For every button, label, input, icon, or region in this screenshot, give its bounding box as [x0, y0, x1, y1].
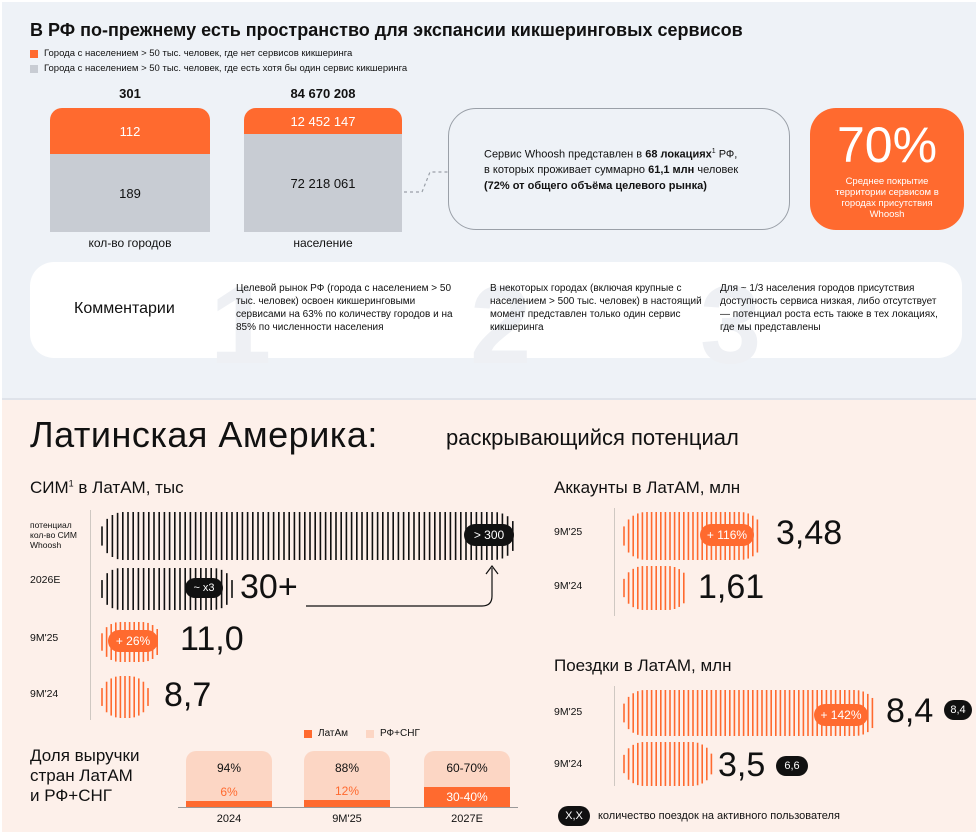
- legend-swatch-orange: [304, 729, 312, 738]
- legend-label: РФ+СНГ: [380, 728, 420, 739]
- bar-population: 12 452 147 72 218 061: [244, 108, 402, 232]
- legend-label: Города с населением > 50 тыс. человек, г…: [44, 48, 353, 59]
- trips-9m25-bar: [623, 690, 874, 736]
- bar-label-population: население: [293, 236, 353, 250]
- comment-3: Для ~ 1/3 населения городов присутствия …: [720, 283, 938, 333]
- russia-section: В РФ по-прежнему есть пространство для э…: [2, 2, 976, 400]
- accounts-growth-badge: + 116%: [700, 524, 754, 546]
- bar-segment-no-service: 12 452 147: [244, 108, 402, 134]
- sim-2026-value: 30+: [240, 568, 298, 606]
- trips-growth-badge: + 142%: [814, 704, 868, 726]
- sim-potential-badge: > 300: [464, 524, 514, 546]
- bar-label-cities: кол-во городов: [88, 236, 172, 250]
- share-column: 60-70% 30-40%: [424, 751, 510, 807]
- trips-note: количество поездок на активного пользова…: [598, 810, 840, 822]
- whoosh-presence-text: Сервис Whoosh представлен в 68 локациях1…: [484, 147, 739, 193]
- share-rf-value: 60-70%: [446, 761, 488, 775]
- comments-title: Комментарии: [74, 300, 175, 317]
- coverage-box: 70% Среднее покрытие территории сервисом…: [810, 108, 964, 230]
- sim-growth-badge: + 26%: [108, 630, 158, 652]
- latam-subtitle: раскрывающийся потенциал: [446, 425, 739, 450]
- comment-2: В некоторых городах (включая крупные с н…: [490, 283, 702, 333]
- bar-total-cities: 301: [119, 86, 141, 101]
- striped-bars: [101, 512, 874, 786]
- share-latam-segment: [424, 787, 510, 807]
- sim-growth-arrow: [306, 565, 499, 607]
- share-latam-value: 30-40%: [446, 790, 488, 805]
- share-latam-segment: [186, 801, 272, 807]
- share-column: 88% 12%: [304, 751, 390, 807]
- comment-1: Целевой рынок РФ (города с населением > …: [236, 283, 453, 333]
- trips-row-label: 9М'24: [554, 758, 583, 770]
- share-baseline: [178, 807, 518, 808]
- sim-row-label: потенциал кол-во СИМ Whoosh: [30, 520, 77, 550]
- accounts-axis: [614, 508, 615, 616]
- share-latam-value: 12%: [334, 784, 360, 799]
- whoosh-presence-box: Сервис Whoosh представлен в 68 локациях1…: [448, 108, 790, 230]
- legend-has-service: Города с населением > 50 тыс. человек, г…: [30, 63, 407, 74]
- coverage-text: Среднее покрытие территории сервисом в г…: [835, 176, 939, 220]
- legend-label: ЛатАм: [318, 728, 349, 739]
- share-column-label: 2027E: [451, 813, 483, 825]
- share-column-label: 9М'25: [332, 813, 362, 825]
- comment-digit-3: 3: [700, 264, 762, 387]
- sim-9m24-bar: [101, 676, 149, 718]
- share-latam-value: 6%: [220, 785, 238, 799]
- share-latam-segment: [304, 800, 390, 807]
- legend-swatch-peach: [366, 729, 374, 738]
- sim-9m25-value: 11,0: [180, 620, 244, 658]
- share-heading: Доля выручки стран ЛатАМ и РФ+СНГ: [30, 746, 140, 805]
- sim-9m24-value: 8,7: [164, 676, 212, 714]
- dashed-connector: [404, 171, 450, 193]
- accounts-9m25-value: 3,48: [776, 514, 843, 552]
- coverage-value: 70%: [836, 117, 938, 173]
- trips-note-badge: X,X: [558, 806, 590, 826]
- sim-heading: СИМ1 в ЛатАМ, тыс: [30, 478, 184, 497]
- accounts-9m24-value: 1,61: [698, 568, 765, 606]
- bar-segment-has-service: 72 218 061: [244, 134, 402, 232]
- share-legend-rf: РФ+СНГ: [366, 728, 420, 739]
- legend-no-service: Города с населением > 50 тыс. человек, г…: [30, 48, 352, 59]
- trips-9m24-value: 3,5: [718, 746, 766, 784]
- russia-title: В РФ по-прежнему есть пространство для э…: [30, 20, 743, 40]
- accounts-row-label: 9М'25: [554, 526, 583, 538]
- latam-title: Латинская Америка:: [30, 414, 378, 455]
- latam-section: Латинская Америка: раскрывающийся потенц…: [2, 400, 976, 832]
- legend-swatch-grey: [30, 64, 38, 73]
- sim-potential-bar: [101, 512, 514, 560]
- trips-9m24-per-user: 6,6: [776, 756, 808, 776]
- share-legend-latam: ЛатАм: [304, 728, 348, 739]
- legend-swatch-orange: [30, 49, 38, 58]
- comments-panel: 1 2 3 Комментарии Целевой рынок РФ (горо…: [30, 262, 962, 387]
- share-column: 94% 6%: [186, 751, 272, 807]
- trips-9m24-bar: [623, 742, 713, 786]
- trips-heading: Поездки в ЛатАМ, млн: [554, 656, 732, 675]
- comment-digit-1: 1: [210, 264, 272, 387]
- trips-9m25-per-user: 8,4: [944, 700, 972, 720]
- share-rf-value: 94%: [216, 761, 242, 775]
- trips-9m25-value: 8,4: [886, 692, 934, 730]
- trips-axis: [614, 686, 615, 786]
- sim-axis: [90, 510, 91, 720]
- share-rf-value: 88%: [334, 761, 360, 775]
- sim-row-label: 9М'25: [30, 632, 59, 644]
- sim-row-label: 2026E: [30, 574, 61, 586]
- accounts-9m24-bar: [623, 566, 685, 610]
- trips-row-label: 9М'25: [554, 706, 583, 718]
- comment-digit-2: 2: [470, 264, 532, 387]
- bar-segment-has-service: 189: [50, 154, 210, 232]
- accounts-heading: Аккаунты в ЛатАМ, млн: [554, 478, 741, 497]
- bar-segment-no-service: 112: [50, 108, 210, 154]
- sim-x3-badge: ~ x3: [185, 578, 223, 598]
- share-column-label: 2024: [216, 813, 242, 825]
- bar-total-population: 84 670 208: [290, 86, 356, 101]
- bar-cities: 112 189: [50, 108, 210, 232]
- legend-label: Города с населением > 50 тыс. человек, г…: [44, 63, 408, 74]
- sim-row-label: 9М'24: [30, 688, 59, 700]
- accounts-row-label: 9М'24: [554, 580, 583, 592]
